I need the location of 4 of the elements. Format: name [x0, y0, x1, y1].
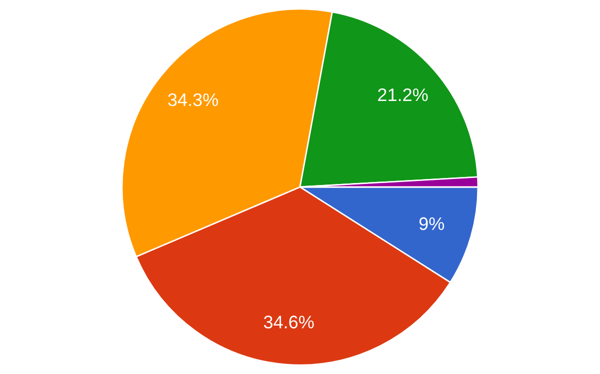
data-label: 9%	[419, 217, 444, 230]
data-label: 34.3%	[168, 93, 218, 106]
data-label: 34.6%	[264, 316, 314, 328]
data-label: 21.2%	[378, 88, 428, 102]
